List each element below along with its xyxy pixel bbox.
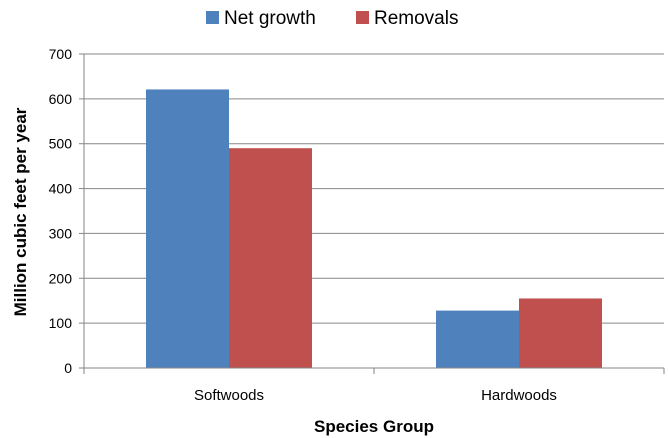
legend-swatch [356,11,369,24]
bar-net-growth-hardwoods [436,310,519,368]
legend-label: Removals [374,8,458,29]
y-axis-title: Million cubic feet per year [11,107,30,316]
x-axis-title: Species Group [314,417,434,436]
bar-removals-softwoods [229,148,312,368]
legend-swatch [206,11,219,24]
axes [79,53,665,374]
y-tick-label: 300 [49,225,73,241]
y-tick-label: 500 [49,136,73,152]
y-tick-label: 700 [49,46,73,62]
y-tick-label: 400 [49,181,73,197]
bars [146,89,602,369]
bar-net-growth-softwoods [146,89,229,369]
y-tick-label: 600 [49,91,73,107]
bar-removals-hardwoods [519,298,602,368]
x-category-label: Hardwoods [481,387,557,404]
legend-label: Net growth [224,8,316,29]
legend: Net growth Removals [206,8,458,29]
y-tick-label: 0 [64,360,72,376]
x-category-labels: Softwoods Hardwoods [194,387,557,404]
y-tick-labels: 0 100 200 300 400 500 600 700 [49,46,73,376]
x-category-label: Softwoods [194,387,264,404]
y-tick-label: 100 [49,315,73,331]
y-tick-label: 200 [49,270,73,286]
